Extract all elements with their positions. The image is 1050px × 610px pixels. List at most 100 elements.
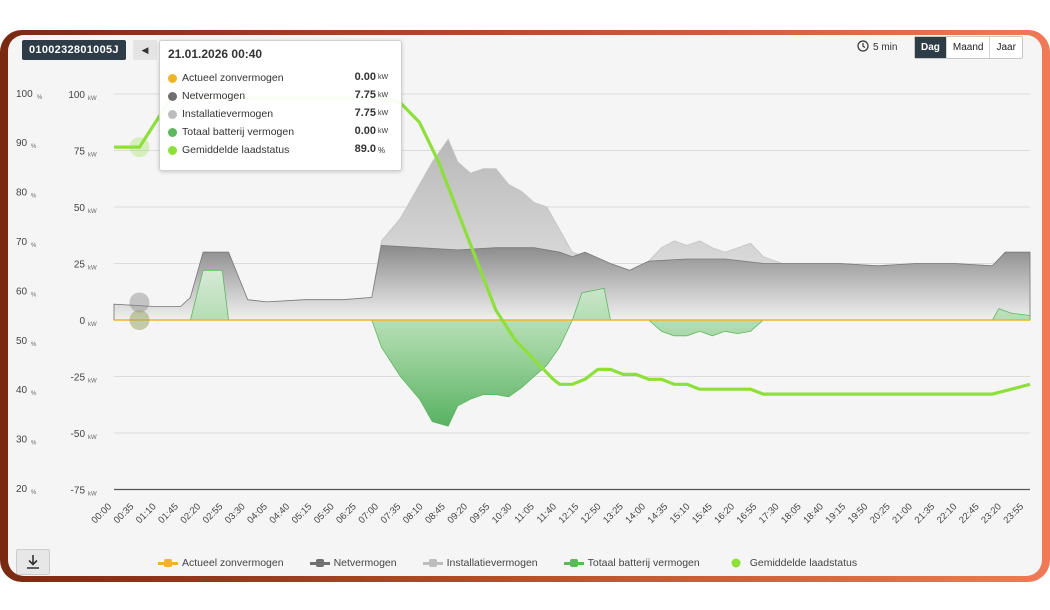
x-tick-label: 18:05 <box>779 501 804 526</box>
x-tick-label: 08:10 <box>401 501 426 526</box>
x-tick-label: 15:10 <box>668 501 693 526</box>
y-right-tick-unit: kW <box>88 209 97 215</box>
x-tick-label: 20:25 <box>868 501 893 526</box>
x-tick-label: 17:30 <box>757 501 782 526</box>
y-right-tick-unit: kW <box>88 96 97 102</box>
x-tick-label: 02:55 <box>201 501 226 526</box>
x-tick-label: 23:20 <box>979 501 1004 526</box>
meter-id-badge[interactable]: 0100232801005J <box>22 40 126 60</box>
legend-item-installatievermogen[interactable]: Installatievermogen <box>423 557 538 569</box>
legend-label: Installatievermogen <box>447 557 538 569</box>
y-left-tick-unit: % <box>31 391 37 397</box>
x-tick-label: 15:45 <box>690 501 715 526</box>
x-tick-label: 05:15 <box>290 501 315 526</box>
y-left-tick-label: 60 <box>16 286 28 297</box>
y-right-tick-label: 25 <box>74 260 86 271</box>
period-dag-button[interactable]: Dag <box>915 37 947 58</box>
x-tick-label: 13:25 <box>601 501 626 526</box>
y-left-tick-unit: % <box>31 194 37 200</box>
download-button[interactable] <box>16 549 50 575</box>
x-tick-label: 04:05 <box>245 501 270 526</box>
x-tick-label: 16:55 <box>735 501 760 526</box>
period-jaar-button[interactable]: Jaar <box>990 37 1021 58</box>
x-tick-label: 19:15 <box>824 501 849 526</box>
legend-item-zonvermogen[interactable]: Actueel zonvermogen <box>158 557 284 569</box>
x-tick-label: 11:05 <box>513 501 537 525</box>
tooltip-title: 21.01.2026 00:40 <box>168 47 262 61</box>
tooltip-row-unit: kW <box>378 128 394 135</box>
legend-item-netvermogen[interactable]: Netvermogen <box>310 557 397 569</box>
interval-label: 5 min <box>873 42 897 53</box>
legend-swatch-icon <box>310 558 330 568</box>
legend-item-laadstatus[interactable]: Gemiddelde laadstatus <box>726 557 857 569</box>
clock-icon <box>857 40 869 52</box>
tooltip-row-unit: kW <box>378 110 394 117</box>
x-tick-label: 05:50 <box>312 501 337 526</box>
tooltip-row-value: 0.00 <box>355 125 376 137</box>
legend-swatch-icon <box>423 558 443 568</box>
legend-item-batterij[interactable]: Totaal batterij vermogen <box>564 557 700 569</box>
x-tick-label: 22:10 <box>935 501 960 526</box>
x-tick-label: 12:15 <box>557 501 582 526</box>
y-left-tick-unit: % <box>31 490 37 496</box>
y-left-tick-label: 50 <box>16 336 28 347</box>
x-tick-label: 03:30 <box>223 501 248 526</box>
interval-selector[interactable]: 5 min <box>857 40 897 55</box>
x-tick-label: 09:20 <box>445 501 470 526</box>
tooltip-row-value: 7.75 <box>355 89 376 101</box>
prev-day-button[interactable]: ◀ <box>133 40 157 60</box>
x-tick-label: 08:45 <box>423 501 448 526</box>
tooltip-row-label: Totaal batterij vermogen <box>182 126 294 138</box>
x-tick-label: 02:20 <box>179 501 204 526</box>
x-tick-label: 06:25 <box>334 501 359 526</box>
tooltip-row-unit: % <box>378 146 394 155</box>
y-left-tick-label: 70 <box>16 237 28 248</box>
y-right-tick-label: -75 <box>71 486 86 497</box>
y-left-tick-unit: % <box>37 95 43 101</box>
legend-label: Actueel zonvermogen <box>182 557 284 569</box>
legend-dot-icon <box>168 92 177 101</box>
x-tick-label: 09:55 <box>468 501 493 526</box>
x-tick-label: 19:50 <box>846 501 871 526</box>
legend-label: Netvermogen <box>334 557 397 569</box>
chart-tooltip: 21.01.2026 00:40 Actueel zonvermogen 0.0… <box>159 40 402 171</box>
x-tick-label: 23:55 <box>1002 501 1027 526</box>
chart-panel: 20% 30% 40% 50% 60% 70% 80% 90% 100% -75 kW -50 kW -2… <box>8 35 1042 576</box>
y-left-tick-unit: % <box>31 292 37 298</box>
x-tick-label: 00:00 <box>90 501 115 526</box>
y-right-tick-label: 0 <box>79 316 85 327</box>
x-tick-label: 01:10 <box>134 501 159 526</box>
tooltip-row: Installatievermogen 7.75 kW <box>168 107 394 123</box>
tooltip-row-value: 7.75 <box>355 107 376 119</box>
x-tick-label: 07:35 <box>379 501 404 526</box>
tooltip-row-value: 89.0 <box>355 143 376 155</box>
y-left-tick-label: 40 <box>16 385 28 396</box>
legend-label: Totaal batterij vermogen <box>588 557 700 569</box>
y-right-tick-unit: kW <box>88 322 97 328</box>
y-right-tick-unit: kW <box>88 266 97 272</box>
tooltip-row: Actueel zonvermogen 0.00 kW <box>168 71 394 87</box>
tooltip-row-value: 0.00 <box>355 71 376 83</box>
tooltip-row-label: Netvermogen <box>182 90 245 102</box>
y-left-tick-unit: % <box>31 342 37 348</box>
tooltip-row-unit: kW <box>378 92 394 99</box>
hover-marker-netvermogen <box>129 292 149 312</box>
x-tick-label: 12:50 <box>579 501 604 526</box>
legend-label: Gemiddelde laadstatus <box>750 557 857 569</box>
x-tick-label: 18:40 <box>801 501 826 526</box>
y-left-tick-label: 80 <box>16 188 28 199</box>
y-left-tick-label: 100 <box>16 89 33 100</box>
series-area-netvermogen <box>114 245 1030 320</box>
legend-dot-icon <box>168 146 177 155</box>
y-left-tick-unit: % <box>31 243 37 249</box>
y-left-tick-label: 90 <box>16 138 28 149</box>
legend-dot-icon <box>168 74 177 83</box>
y-right-tick-label: 100 <box>68 90 85 101</box>
hover-marker-laadstatus <box>129 137 149 157</box>
x-tick-label: 14:35 <box>646 501 671 526</box>
tooltip-row: Netvermogen 7.75 kW <box>168 89 394 105</box>
period-maand-button[interactable]: Maand <box>947 37 991 58</box>
x-tick-label: 11:40 <box>535 501 559 525</box>
hover-marker-batterij <box>129 310 149 330</box>
tooltip-row: Totaal batterij vermogen 0.00 kW <box>168 125 394 141</box>
